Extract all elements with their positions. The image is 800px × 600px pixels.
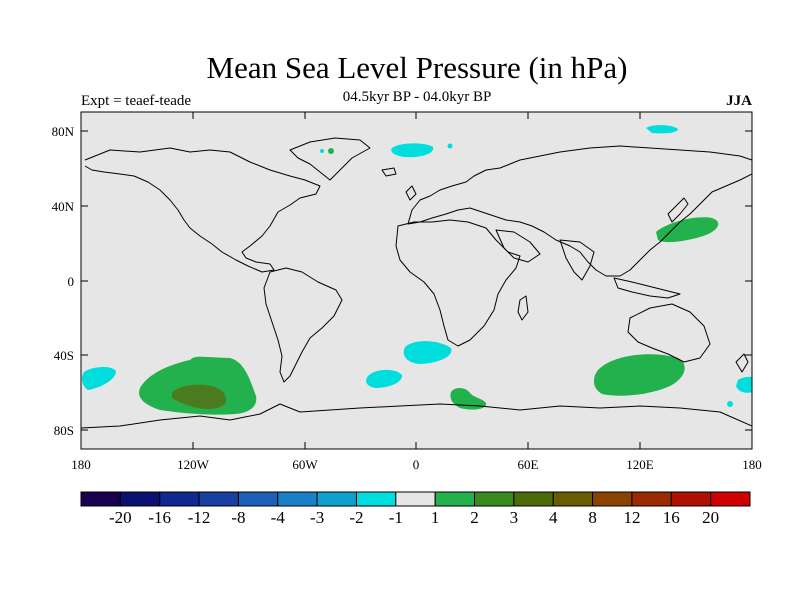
lon-label: 60E <box>518 457 539 472</box>
anomaly-spot-south-ocean <box>727 401 733 407</box>
coastline-australia <box>627 303 711 363</box>
colorbar-box <box>355 491 397 507</box>
anomaly-spot-greenland-1 <box>328 148 334 154</box>
lat-label: 80N <box>52 124 75 139</box>
colorbar-box <box>474 491 515 507</box>
colorbar-labels: -20 -16 -12 -8 -4 -3 -2 -1 1 2 3 4 8 12 16 20 <box>109 508 719 527</box>
colorbar-label: -16 <box>148 508 171 527</box>
colorbar-box <box>159 491 200 507</box>
colorbar-box <box>513 491 554 507</box>
lat-label: 40S <box>54 348 74 363</box>
lon-label: 180 <box>742 457 762 472</box>
coastline-madagascar <box>517 295 529 321</box>
colorbar-label: -4 <box>271 508 286 527</box>
colorbar-label: 4 <box>549 508 558 527</box>
anomaly-arctic <box>646 125 678 134</box>
coastline-north-america <box>84 147 321 273</box>
coastline-antarctica <box>81 403 752 429</box>
coastline-arabia <box>495 229 541 263</box>
anomaly-greenland <box>391 143 434 158</box>
colorbar-label: -3 <box>310 508 324 527</box>
coastlines <box>81 137 752 429</box>
coastline-india <box>559 239 595 281</box>
anomaly-pacific-west <box>81 366 116 390</box>
coastline-south-america <box>263 267 343 383</box>
anomaly-central-pacific-core <box>172 384 226 409</box>
colorbar-label: 8 <box>588 508 597 527</box>
anomaly-fields <box>81 125 752 415</box>
colorbar-label: 3 <box>510 508 519 527</box>
coastline-africa <box>395 219 521 347</box>
anomaly-south-atlantic-west <box>366 369 403 388</box>
map-content <box>81 125 752 429</box>
colorbar-label: 1 <box>431 508 440 527</box>
coastline-greenland <box>289 137 371 181</box>
coastline-indonesia <box>613 277 681 299</box>
lon-axis <box>192 112 641 449</box>
colorbar-label: -2 <box>349 508 363 527</box>
lon-label: 120E <box>626 457 654 472</box>
colorbar-label: -1 <box>389 508 403 527</box>
experiment-label: Expt = teaef-teade <box>81 93 192 109</box>
colorbar-box <box>119 491 161 507</box>
anomaly-australia-south <box>593 354 685 396</box>
lat-label: 0 <box>68 274 75 289</box>
colorbar-box <box>592 491 633 507</box>
chart-subtitle: 04.5kyr BP - 04.0kyr BP <box>342 89 492 105</box>
coastline-eurasia <box>407 145 752 277</box>
colorbar-box <box>710 491 751 507</box>
colorbar-box <box>552 491 594 507</box>
lon-label: 60W <box>292 457 318 472</box>
colorbar-box <box>237 491 279 507</box>
colorbar <box>80 491 751 507</box>
lon-label: 120W <box>177 457 210 472</box>
colorbar-box <box>316 491 357 507</box>
colorbar-box <box>434 491 476 507</box>
colorbar-box <box>670 491 712 507</box>
lat-label: 40N <box>52 199 75 214</box>
colorbar-label: 12 <box>623 508 640 527</box>
chart-title: Mean Sea Level Pressure (in hPa) <box>206 50 628 85</box>
anomaly-south-africa <box>450 387 487 410</box>
colorbar-label: 2 <box>470 508 479 527</box>
colorbar-label: -8 <box>231 508 245 527</box>
anomaly-spot-arctic <box>447 143 453 149</box>
colorbar-box <box>277 491 318 507</box>
lon-label: 180 <box>71 457 91 472</box>
season-label: JJA <box>726 93 752 109</box>
colorbar-label: 16 <box>663 508 680 527</box>
colorbar-box <box>198 491 239 507</box>
anomaly-far-east <box>736 376 752 393</box>
colorbar-box <box>80 491 121 507</box>
colorbar-box <box>631 491 672 507</box>
coastline-new-zealand <box>735 353 749 373</box>
coastline-japan <box>667 197 689 223</box>
anomaly-south-atlantic <box>403 341 452 364</box>
lat-axis <box>81 130 752 431</box>
coastline-uk <box>405 185 417 201</box>
anomaly-northwest-pacific <box>656 217 719 243</box>
lon-label: 0 <box>413 457 420 472</box>
coastline-iceland <box>381 167 397 177</box>
colorbar-box <box>395 491 436 507</box>
colorbar-label: -12 <box>188 508 211 527</box>
colorbar-label: -20 <box>109 508 132 527</box>
colorbar-label: 20 <box>702 508 719 527</box>
lat-label: 80S <box>54 423 74 438</box>
anomaly-spot-greenland-2 <box>320 149 324 153</box>
